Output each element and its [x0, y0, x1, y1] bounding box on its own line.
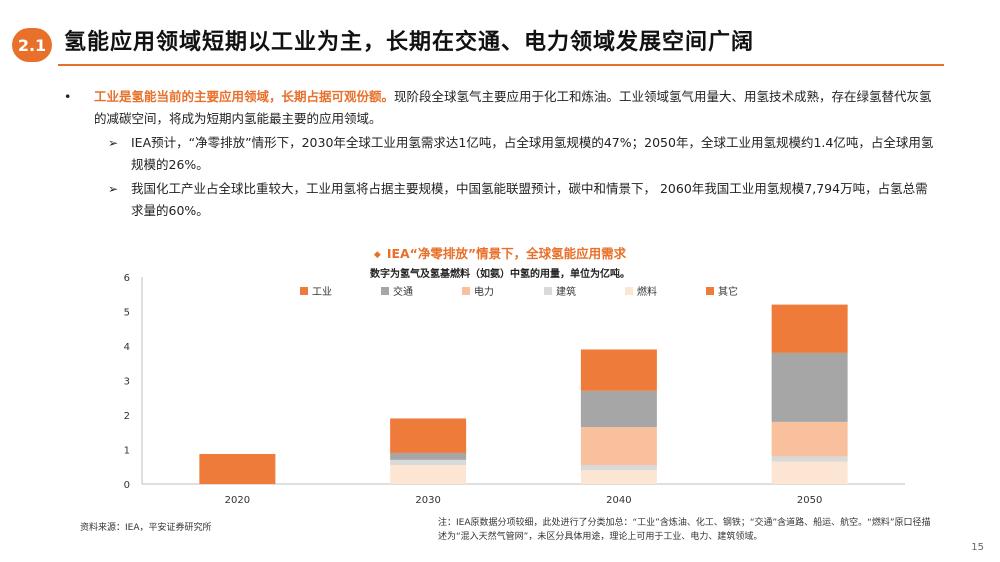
section-badge: 2.1	[12, 28, 52, 62]
body-text: • 工业是氢能当前的主要应用领域，长期占据可观份额。现阶段全球氢气主要应用于化工和…	[64, 86, 934, 222]
bar-segment	[771, 421, 848, 457]
diamond-icon: ◆	[373, 250, 381, 260]
y-tick-label: 1	[124, 446, 130, 457]
bar-segment	[390, 418, 467, 453]
sub-point-iea: ➢ IEA预计，“净零排放”情形下，2030年全球工业用氢需求达1亿吨，占全球用氢…	[64, 132, 934, 176]
bar-segment	[580, 470, 657, 484]
chart-title-text: IEA“净零排放”情景下，全球氢能应用需求	[386, 246, 627, 261]
legend-swatch	[625, 287, 633, 295]
x-tick-label: 2050	[797, 495, 822, 506]
bar-segment	[771, 304, 848, 353]
y-tick-label: 0	[124, 480, 130, 491]
x-tick-label: 2020	[225, 495, 250, 506]
x-tick-label: 2040	[606, 495, 631, 506]
bar-segment	[771, 456, 848, 462]
bar-segment	[580, 427, 657, 466]
paragraph-text: 现阶段全球氢气主要应用于化工和炼油。工业领域氢气用量大、用氢技术成熟，存在绿氢替…	[94, 89, 932, 126]
legend-label: 工业	[312, 286, 332, 298]
source-note: 资料来源：IEA，平安证券研究所	[80, 523, 212, 533]
y-tick-label: 5	[124, 308, 130, 319]
paragraph-highlight: 工业是氢能当前的主要应用领域，长期占据可观份额。	[94, 89, 395, 104]
bar-segment	[771, 352, 848, 422]
bar-segment	[390, 459, 467, 466]
y-tick-label: 6	[124, 273, 130, 284]
bullet-paragraph: • 工业是氢能当前的主要应用领域，长期占据可观份额。现阶段全球氢气主要应用于化工和…	[64, 86, 934, 130]
bar-segment	[390, 465, 467, 484]
bar-segment	[390, 452, 467, 460]
title-underline	[58, 64, 944, 66]
bar-segment	[580, 390, 657, 428]
footnote: 注：IEA原数据分项较细，此处进行了分类加总：“工业”含炼油、化工、钢铁；“交通…	[438, 518, 931, 542]
legend-label: 建筑	[556, 285, 576, 298]
legend-label: 燃料	[637, 285, 657, 298]
legend-label: 其它	[718, 285, 738, 298]
sub-point-text: IEA预计，“净零排放”情形下，2030年全球工业用氢需求达1亿吨，占全球用氢规…	[131, 135, 934, 172]
y-tick-label: 2	[124, 411, 130, 422]
legend-swatch	[544, 287, 552, 295]
page-number: 15	[971, 542, 984, 553]
chart-title: ◆ IEA“净零排放”情景下，全球氢能应用需求	[0, 243, 1000, 262]
bar-segment	[580, 465, 657, 471]
x-tick-label: 2030	[415, 495, 440, 506]
chart-subtitle: 数字为氢气及氢基燃料（如氨）中氢的用量，单位为亿吨。	[370, 269, 630, 280]
legend-label: 交通	[393, 285, 413, 298]
arrow-icon: ➢	[108, 182, 119, 196]
legend-swatch	[706, 287, 714, 295]
sub-point-text: 我国化工产业占全球比重较大，工业用氢将占据主要规模，中国氢能联盟预计，碳中和情景…	[131, 181, 928, 218]
sub-point-china: ➢ 我国化工产业占全球比重较大，工业用氢将占据主要规模，中国氢能联盟预计，碳中和情…	[64, 178, 934, 222]
arrow-icon: ➢	[108, 136, 119, 150]
bar-segment	[771, 461, 848, 484]
legend-label: 电力	[474, 285, 494, 298]
legend-swatch	[462, 287, 470, 295]
bar-segment	[199, 453, 276, 484]
bar-segment	[580, 349, 657, 391]
y-tick-label: 3	[124, 377, 130, 388]
bullet-marker: •	[64, 89, 72, 104]
y-tick-label: 4	[124, 342, 130, 353]
page-title: 氢能应用领域短期以工业为主，长期在交通、电力领域发展空间广阔	[64, 30, 755, 55]
legend-swatch	[300, 287, 308, 295]
legend-swatch	[381, 287, 389, 295]
